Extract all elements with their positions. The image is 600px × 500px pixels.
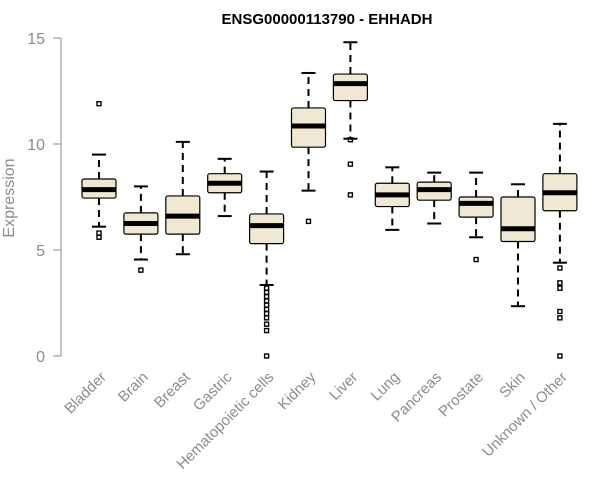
outlier-point: [96, 230, 102, 236]
outlier-point: [263, 293, 270, 300]
outlier-point: [557, 353, 563, 359]
box-group: [332, 41, 368, 198]
outlier-point: [557, 280, 563, 286]
outlier-point: [263, 315, 270, 321]
chart-title: ENSG00000113790 - EHHADH: [222, 11, 433, 28]
outlier-point: [305, 218, 312, 225]
box-group: [81, 101, 117, 240]
box-group: [249, 170, 285, 359]
box-group: [165, 140, 201, 256]
outlier-point: [96, 101, 102, 107]
outlier-point: [263, 306, 270, 313]
outlier-point: [263, 302, 270, 308]
outlier-point: [557, 285, 563, 291]
box-group: [500, 183, 536, 308]
x-tick-label: Brain: [115, 369, 152, 406]
box-iqr: [249, 213, 285, 245]
outlier-point: [263, 310, 270, 317]
x-tick-label: Prostate: [435, 369, 487, 421]
outlier-point: [557, 308, 563, 315]
outlier-point: [347, 161, 354, 167]
box-group: [416, 171, 452, 225]
x-tick-label: Bladder: [61, 369, 110, 418]
outlier-point: [263, 353, 270, 359]
box-group: [123, 185, 159, 273]
y-tick-label: 15: [27, 31, 45, 48]
box-iqr: [332, 73, 368, 102]
box-iqr: [458, 196, 494, 218]
outlier-point: [557, 315, 563, 321]
x-tick-label: Liver: [326, 369, 361, 404]
box-iqr: [500, 196, 536, 243]
outlier-point: [263, 285, 270, 291]
outlier-point: [557, 265, 563, 271]
outlier-point: [263, 289, 270, 296]
outlier-point: [263, 321, 270, 327]
outlier-point: [96, 234, 102, 240]
outlier-point: [263, 298, 270, 304]
box-group: [207, 157, 243, 218]
outlier-point: [347, 192, 354, 198]
outlier-point: [263, 327, 270, 334]
y-axis-ticks: 0 5 10 15: [27, 31, 61, 366]
outlier-point: [347, 137, 354, 143]
box-group: [458, 171, 494, 263]
box-group: [290, 71, 327, 225]
x-tick-label: Kidney: [275, 368, 320, 413]
outlier-point: [138, 267, 144, 273]
y-axis-label: Expression: [1, 158, 18, 237]
box-group: [542, 122, 578, 359]
outlier-point: [473, 256, 479, 263]
box-group: [374, 166, 410, 231]
x-tick-label: Skin: [496, 369, 529, 402]
y-tick-label: 10: [27, 137, 45, 154]
y-tick-label: 5: [36, 243, 45, 260]
boxes-layer: [81, 41, 578, 359]
x-tick-label: Breast: [151, 368, 194, 411]
y-tick-label: 0: [36, 349, 45, 366]
x-tick-label: Lung: [368, 369, 404, 405]
